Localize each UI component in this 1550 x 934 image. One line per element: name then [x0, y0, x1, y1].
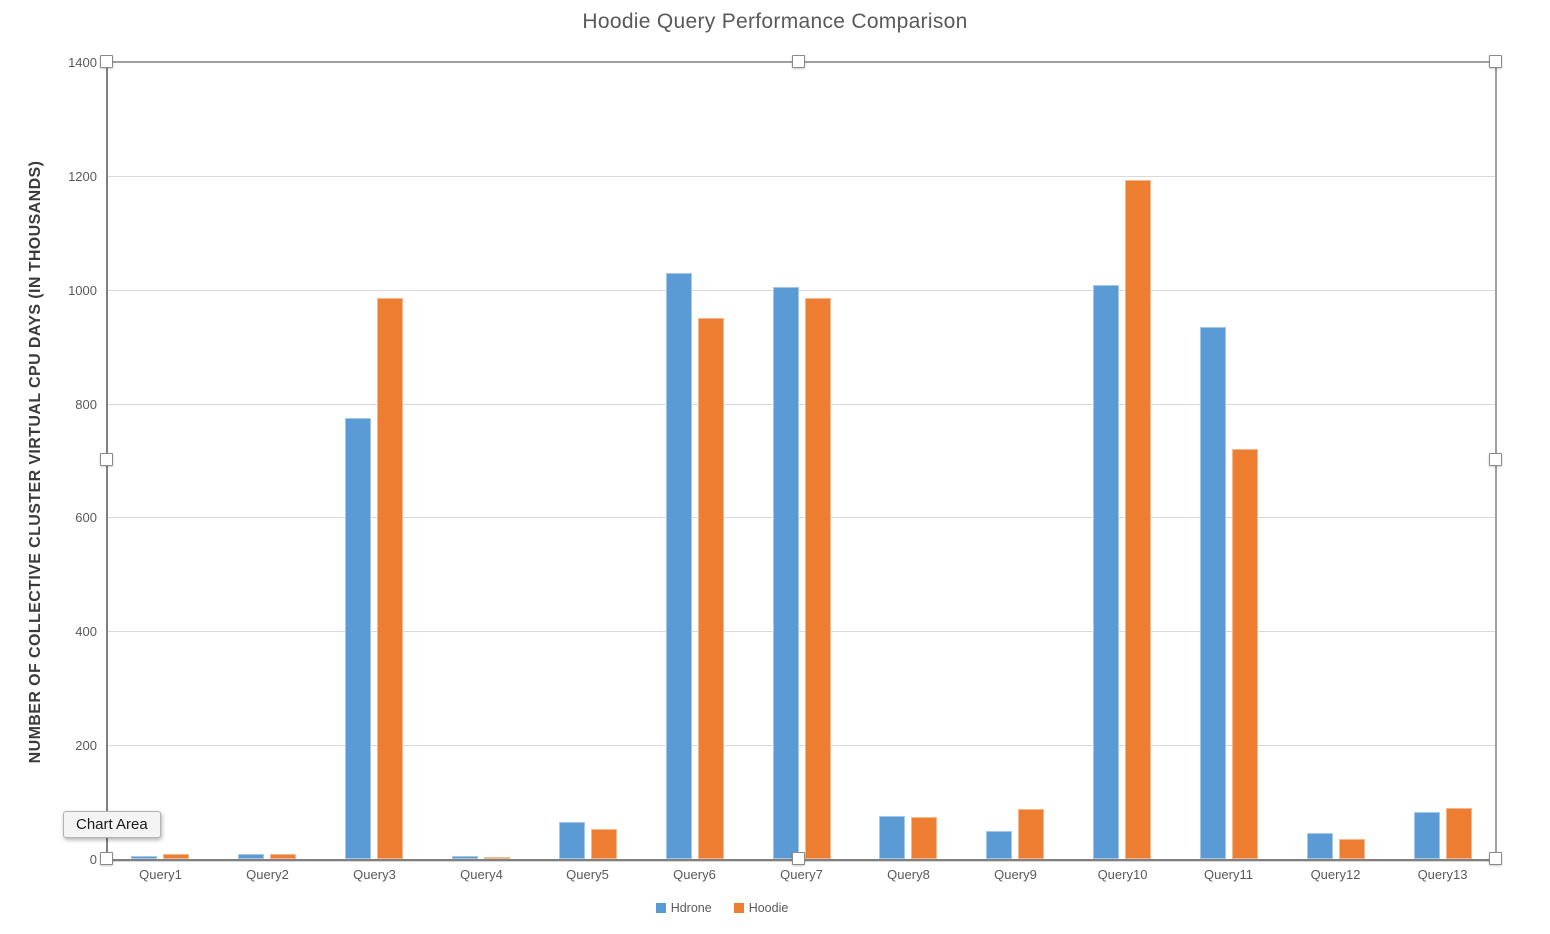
bar-hdrone-query7[interactable] — [773, 287, 799, 859]
selection-handle-top-right[interactable] — [1489, 55, 1502, 68]
y-tick-label-200: 200 — [75, 738, 97, 753]
x-axis-label-query8: Query8 — [887, 867, 930, 882]
legend-item-hdrone[interactable]: Hdrone — [655, 901, 712, 915]
bar-hdrone-query6[interactable] — [666, 273, 692, 859]
x-axis-label-query4: Query4 — [460, 867, 503, 882]
selection-handle-top-left[interactable] — [100, 55, 113, 68]
y-tick-label-800: 800 — [75, 397, 97, 412]
selection-handle-bottom-right[interactable] — [1489, 852, 1502, 865]
bar-hoodie-query8[interactable] — [911, 817, 937, 859]
bar-hdrone-query3[interactable] — [345, 418, 371, 859]
legend-label-hdrone: Hdrone — [670, 901, 712, 915]
legend-swatch-hdrone-icon — [655, 903, 666, 913]
bar-hdrone-query8[interactable] — [879, 816, 905, 859]
x-axis-label-query7: Query7 — [780, 867, 823, 882]
x-axis-label-query3: Query3 — [353, 867, 396, 882]
bar-hdrone-query9[interactable] — [986, 831, 1012, 859]
x-axis-label-query11: Query11 — [1204, 867, 1253, 882]
gridline-400 — [107, 631, 1496, 632]
gridline-1000 — [107, 290, 1496, 291]
bar-hoodie-query6[interactable] — [698, 318, 724, 859]
bar-hdrone-query13[interactable] — [1414, 812, 1440, 859]
bar-hdrone-query4[interactable] — [452, 856, 478, 859]
y-axis-title[interactable]: NUMBER OF COLLECTIVE CLUSTER VIRTUAL CPU… — [27, 160, 44, 764]
y-tick-label-1400: 1400 — [68, 55, 97, 70]
y-tick-label-0: 0 — [89, 852, 97, 867]
x-axis-label-query12: Query12 — [1310, 867, 1361, 882]
chart-title[interactable]: Hoodie Query Performance Comparison — [582, 10, 968, 33]
legend-item-hoodie[interactable]: Hoodie — [733, 901, 789, 915]
bar-hoodie-query2[interactable] — [270, 854, 296, 859]
x-axis-label-query13: Query13 — [1417, 867, 1468, 882]
y-tick-label-1000: 1000 — [68, 283, 97, 298]
legend[interactable]: Hdrone Hoodie — [422, 901, 1022, 915]
chart-area-tooltip: Chart Area — [63, 811, 161, 838]
y-tick-label-600: 600 — [75, 510, 97, 525]
selection-handle-top-center[interactable] — [792, 55, 805, 68]
x-axis-label-query9: Query9 — [994, 867, 1037, 882]
bar-hoodie-query1[interactable] — [163, 854, 189, 859]
selection-handle-mid-right[interactable] — [1489, 453, 1502, 466]
x-axis-label-query6: Query6 — [673, 867, 716, 882]
x-axis-label-query2: Query2 — [246, 867, 289, 882]
selection-handle-bottom-center[interactable] — [792, 852, 805, 865]
bar-hoodie-query13[interactable] — [1446, 808, 1472, 859]
bar-hoodie-query5[interactable] — [591, 829, 617, 859]
bar-hoodie-query10[interactable] — [1125, 180, 1151, 859]
gridline-1200 — [107, 176, 1496, 177]
x-axis-label-query5: Query5 — [566, 867, 609, 882]
bar-hdrone-query11[interactable] — [1200, 327, 1226, 859]
gridline-800 — [107, 404, 1496, 405]
legend-swatch-hoodie-icon — [733, 903, 744, 913]
bar-hoodie-query9[interactable] — [1018, 809, 1044, 859]
x-axis-label-query10: Query10 — [1097, 867, 1148, 882]
bar-hdrone-query2[interactable] — [238, 854, 264, 859]
selection-handle-bottom-left[interactable] — [100, 852, 113, 865]
bar-hdrone-query10[interactable] — [1093, 285, 1119, 859]
x-axis-label-query1: Query1 — [139, 867, 182, 882]
bar-hdrone-query5[interactable] — [559, 822, 585, 859]
bar-hoodie-query12[interactable] — [1339, 839, 1365, 859]
bar-hdrone-query12[interactable] — [1307, 833, 1333, 859]
legend-label-hoodie: Hoodie — [748, 901, 789, 915]
y-tick-label-1200: 1200 — [68, 169, 97, 184]
selection-handle-mid-left[interactable] — [100, 453, 113, 466]
bar-hoodie-query4[interactable] — [484, 857, 510, 859]
gridline-600 — [107, 517, 1496, 518]
bar-hoodie-query7[interactable] — [805, 298, 831, 859]
bar-hdrone-query1[interactable] — [131, 856, 157, 859]
gridline-200 — [107, 745, 1496, 746]
bar-hoodie-query3[interactable] — [377, 298, 403, 859]
y-tick-label-400: 400 — [75, 624, 97, 639]
bar-hoodie-query11[interactable] — [1232, 449, 1258, 859]
